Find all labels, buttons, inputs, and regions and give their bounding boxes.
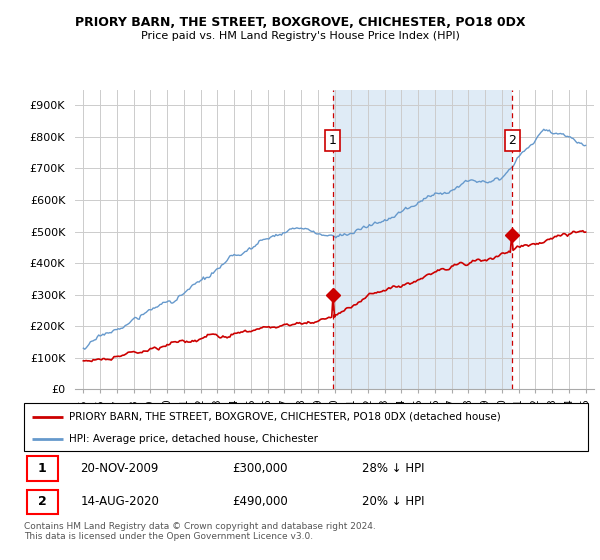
Text: 2: 2 <box>508 134 516 147</box>
Text: PRIORY BARN, THE STREET, BOXGROVE, CHICHESTER, PO18 0DX (detached house): PRIORY BARN, THE STREET, BOXGROVE, CHICH… <box>69 412 501 422</box>
Text: Price paid vs. HM Land Registry's House Price Index (HPI): Price paid vs. HM Land Registry's House … <box>140 31 460 41</box>
Text: 28% ↓ HPI: 28% ↓ HPI <box>362 462 425 475</box>
FancyBboxPatch shape <box>27 489 58 514</box>
Text: 2: 2 <box>38 496 47 508</box>
Text: 14-AUG-2020: 14-AUG-2020 <box>80 496 159 508</box>
Text: HPI: Average price, detached house, Chichester: HPI: Average price, detached house, Chic… <box>69 434 318 444</box>
Bar <box>332 90 512 389</box>
Text: 1: 1 <box>329 134 337 147</box>
FancyBboxPatch shape <box>27 456 58 480</box>
Text: 20% ↓ HPI: 20% ↓ HPI <box>362 496 425 508</box>
Text: £490,000: £490,000 <box>233 496 289 508</box>
Text: Contains HM Land Registry data © Crown copyright and database right 2024.
This d: Contains HM Land Registry data © Crown c… <box>24 522 376 542</box>
Text: 1: 1 <box>38 462 47 475</box>
Text: PRIORY BARN, THE STREET, BOXGROVE, CHICHESTER, PO18 0DX: PRIORY BARN, THE STREET, BOXGROVE, CHICH… <box>75 16 525 29</box>
Text: 20-NOV-2009: 20-NOV-2009 <box>80 462 159 475</box>
Text: £300,000: £300,000 <box>233 462 288 475</box>
